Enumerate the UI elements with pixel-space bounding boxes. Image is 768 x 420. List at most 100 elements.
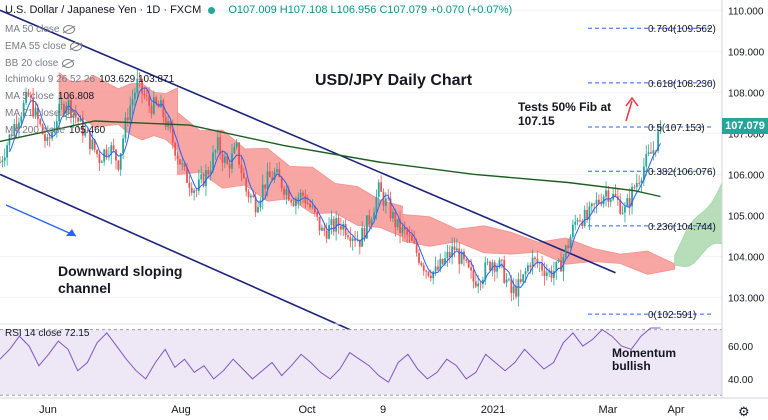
candle-body [304,195,307,204]
indicator-ma5[interactable]: MA 5 close 106.808 [5,91,95,102]
candle-body [441,259,444,264]
ohlc-values: O107.009 H107.108 L106.956 C107.079 +0.0… [228,4,513,16]
fibonacci-levels: 0.764(109.562) 0.618(108.230) 0.5(107.153)… [588,24,716,321]
candle-body [200,174,203,180]
candle-body [387,198,390,200]
candle-body [375,196,378,213]
candle-body [538,263,541,265]
candle-body [86,130,89,132]
fib-label: 0.764(109.562) [648,24,716,35]
indicator-ema55[interactable]: EMA 55 close [5,41,83,52]
price-tick-label: 105.000 [728,211,765,222]
candle-body [614,194,617,197]
candle-body [579,220,581,222]
candle-body [392,211,394,219]
candle-body [609,199,612,202]
candle-body [228,164,231,169]
candle-body [631,186,633,207]
candle-body [605,190,607,197]
hidden-eye-icon[interactable] [63,24,76,34]
candle-body [659,130,662,132]
hidden-eye-icon[interactable] [63,108,76,118]
candle-body [205,170,207,187]
candle-body [607,190,610,202]
hidden-eye-icon[interactable] [70,41,83,51]
candle-body [415,242,418,253]
candle-body [432,271,435,279]
market-status-icon [208,6,216,14]
time-tick-label: Aug [171,404,191,416]
indicator-ma50[interactable]: MA 50 close [5,24,76,35]
candle-body [55,121,58,129]
indicator-ma21[interactable]: MA 21 close [5,108,76,119]
candle-body [145,95,148,97]
candle-body [93,139,96,150]
candle-body [567,245,570,248]
candle-body [295,199,297,207]
time-tick-label: 9 [380,404,386,416]
candle-body [633,186,636,188]
candle-body [491,262,494,271]
chart-title: USD/JPY Daily Chart [315,72,473,89]
candle-body [290,200,293,203]
candle-body [89,131,91,150]
candle-body [429,275,432,279]
candle-body [344,223,347,236]
price-tick-label: 110.000 [728,6,764,17]
candle-body [74,113,77,118]
candle-body [503,259,506,283]
last-price-tag: 107.079 [722,118,768,134]
indicator-ichimoku[interactable]: Ichimoku 9 26 52 26 103.629 103.871 [5,74,175,85]
candle-body [389,198,392,219]
candle-body [626,198,629,207]
price-tick-label: 103.000 [728,293,765,304]
candle-body [141,79,143,94]
candle-body [138,78,141,80]
candle-body [332,219,335,232]
time-tick-label: Apr [667,404,684,416]
candle-body [512,286,515,294]
candle-body [268,171,271,178]
indicator-ma200[interactable]: MA 200 close 105.460 [5,125,106,136]
candle-body [306,203,309,205]
candle-body [482,279,484,285]
candle-body [330,219,333,225]
ma5-line [9,87,661,288]
symbol-title[interactable]: U.S. Dollar / Japanese Yen · 1D · FXCM [5,4,202,16]
candle-body [81,117,84,136]
candle-body [245,178,248,192]
candle-body [313,206,316,213]
indicator-bb20[interactable]: BB 20 close [5,58,75,69]
candle-body [285,189,288,195]
candle-body [91,139,94,150]
candle-body [526,265,529,272]
candle-body [273,171,276,180]
candle-body [574,221,577,225]
candle-body [36,107,39,120]
candle-body [349,237,352,241]
candle-body [323,227,326,231]
time-tick-label: Mar [599,404,618,416]
candle-body [190,187,193,193]
bearish-cloud-segment [402,213,676,275]
candle-body [0,162,1,163]
candle-body [335,218,338,232]
channel-arrow-line [5,204,77,237]
candle-body [368,215,371,225]
candle-body [112,145,115,150]
candle-body [197,179,200,191]
candle-body [122,138,124,154]
candle-body [498,259,501,268]
candle-body [342,223,345,230]
candle-body [638,182,641,184]
candle-body [522,274,525,282]
candle-body [489,261,491,271]
arrow-shaft [625,100,633,122]
candle-body [505,279,508,283]
hidden-eye-icon[interactable] [62,58,75,68]
candle-body [635,182,638,188]
candle-body [174,143,177,156]
gear-icon[interactable]: ⚙ [738,404,750,419]
candle-body [460,251,463,264]
